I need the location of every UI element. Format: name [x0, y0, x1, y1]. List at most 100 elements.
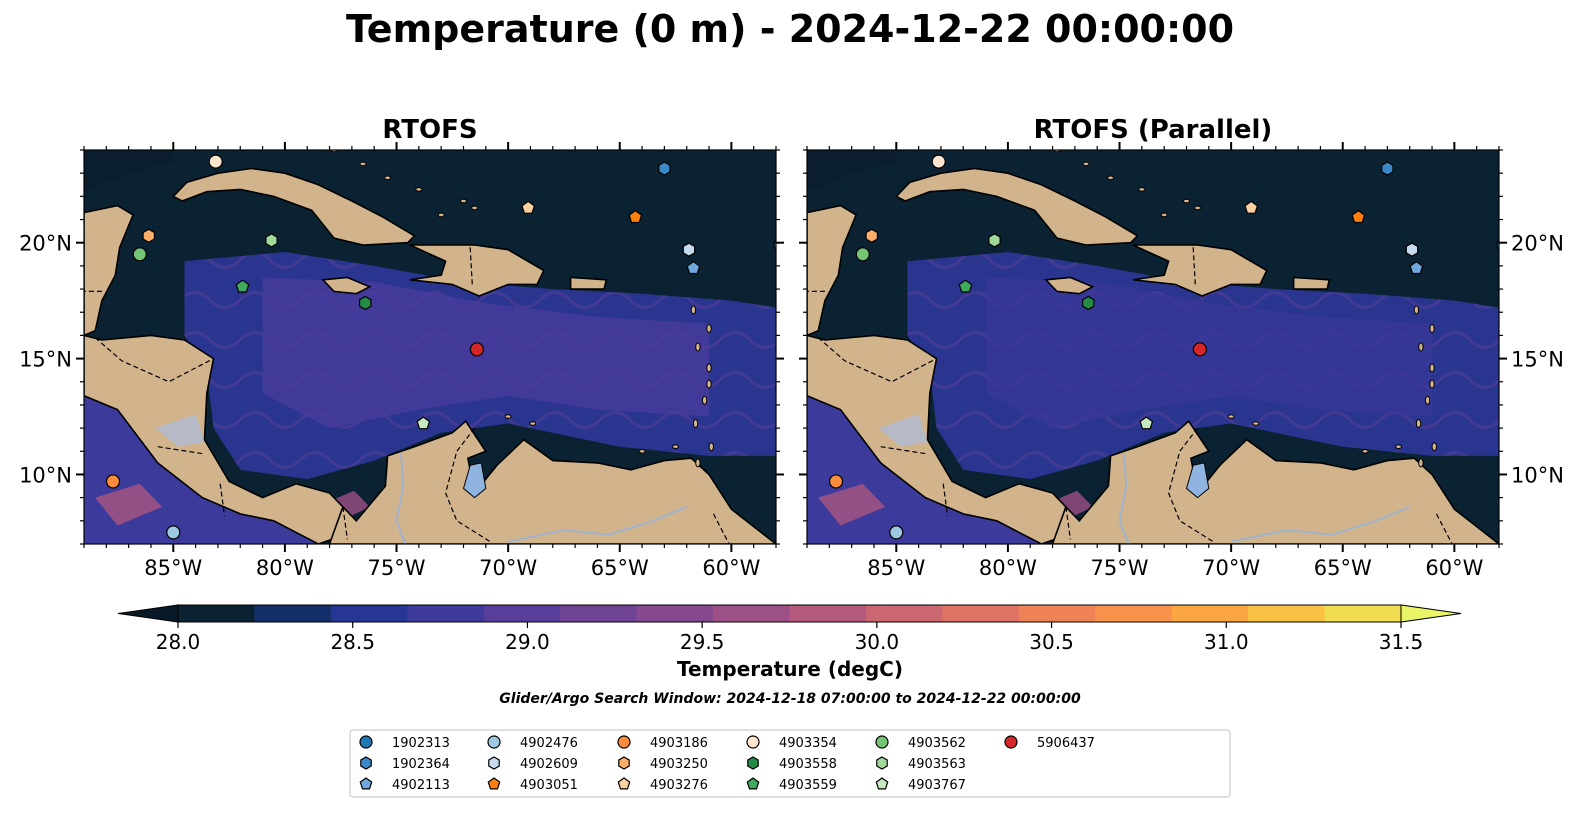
lat-tick-label: 10°N: [1511, 463, 1564, 487]
float-marker-4903562: [855, 247, 870, 262]
colorbar-segment: [1095, 605, 1173, 622]
float-marker-4902609: [1405, 242, 1419, 257]
river-orinoco: [507, 505, 688, 543]
legend-item: 4903276: [617, 777, 708, 793]
axis-ticks: 85°W 80°W 75°W 70°W 65°W 60°W 10°N 15°N 20°N: [19, 142, 784, 580]
axis-ticks: 85°W 80°W 75°W 70°W 65°W 60°W 10°N 15°N 20°N: [799, 142, 1564, 580]
island-small: [1227, 414, 1235, 419]
float-marker-5906437: [1192, 342, 1207, 357]
colorbar-over-arrow: [1400, 604, 1462, 623]
island-small: [437, 212, 445, 218]
island-small: [529, 421, 537, 426]
lat-tick-label: 15°N: [19, 348, 72, 372]
legend-label: 4903186: [650, 736, 708, 751]
gulf-cold-region: [807, 150, 897, 192]
land-central-america: [807, 334, 1067, 544]
island-small: [1252, 421, 1260, 426]
lake-nicaragua: [155, 414, 205, 447]
island-small: [384, 175, 392, 181]
legend-label: 4903558: [779, 757, 837, 772]
map-panel-rtofs-parallel: RTOFS (Parallel) 85°W 80°W 75°W 70°W 65°W 60°W…: [799, 115, 1564, 580]
legend-item: 5906437: [1004, 735, 1095, 751]
float-marker-4902609: [682, 242, 696, 257]
legend-marker-4903276: [617, 777, 631, 790]
land-puerto-rico: [569, 276, 608, 290]
legend-label: 4902609: [520, 757, 578, 772]
legend-marker-4902609: [488, 756, 500, 770]
float-marker-4903051: [628, 209, 643, 224]
float-marker-4903186: [828, 474, 844, 489]
colorbar-tick-label: 28.0: [156, 630, 201, 654]
legend-label: 4902113: [392, 778, 450, 793]
colorbar-segment: [407, 605, 485, 622]
island-small: [471, 205, 479, 211]
float-marker-4903276: [1244, 200, 1259, 214]
legend-marker-4902476: [487, 735, 501, 749]
island-small: [1395, 444, 1402, 450]
legend-item: 4903186: [617, 735, 708, 751]
river-orinoco: [1230, 505, 1411, 543]
legend-label: 4903051: [520, 778, 578, 793]
lon-tick-label: 75°W: [1091, 556, 1149, 580]
float-marker-4903276: [521, 200, 536, 214]
legend-label: 4903562: [908, 736, 966, 751]
country-border: [1435, 513, 1453, 544]
land-mexico-yucatan: [84, 204, 135, 337]
float-marker-4903559: [235, 279, 250, 293]
land-jamaica: [1044, 276, 1095, 295]
lon-tick-label: 75°W: [368, 556, 426, 580]
island-small: [1183, 198, 1190, 204]
legend-label: 4903354: [779, 736, 837, 751]
lon-tick-label: 60°W: [702, 556, 760, 580]
colorbar-frame: [177, 604, 1402, 623]
colorbar-tick-label: 30.0: [855, 630, 900, 654]
colorbar-segment: [636, 605, 714, 622]
warm-core-region: [985, 277, 1432, 429]
country-border: [1192, 247, 1196, 287]
colorbar-segment: [560, 605, 638, 622]
island-lesser-antilles: [1429, 324, 1435, 333]
colorbar-segment: [1248, 605, 1326, 622]
legend-marker-4903558: [747, 756, 759, 770]
colorbar-segment: [254, 605, 332, 622]
island-lesser-antilles: [1418, 342, 1424, 352]
island-lesser-antilles: [701, 395, 708, 405]
colorbar-segment: [865, 605, 943, 622]
legend-label: 4902476: [520, 736, 578, 751]
float-marker-4903186: [105, 474, 121, 489]
river-magdalena: [395, 453, 407, 544]
legend-item: 4903558: [747, 756, 837, 772]
lon-tick-label: 70°W: [479, 556, 537, 580]
colorbar-segment: [330, 605, 408, 622]
legend-marker-5906437: [1004, 735, 1018, 749]
float-marker-4903051: [1351, 209, 1366, 224]
country-border: [942, 483, 949, 517]
island-small: [1160, 212, 1168, 218]
legend-label: 1902364: [392, 757, 450, 772]
colorbar-segment: [178, 605, 255, 622]
legend-marker-4903767: [875, 777, 889, 790]
lon-tick-label: 80°W: [256, 556, 314, 580]
land-puerto-rico: [1292, 276, 1331, 290]
legend-item: 1902364: [360, 756, 450, 772]
colorbar-segment: [1324, 605, 1402, 622]
colorbar-label: Temperature (degC): [677, 657, 903, 681]
island-lesser-antilles: [1429, 363, 1435, 373]
colorbar-tick-label: 31.0: [1204, 630, 1249, 654]
colorbar-tick-label: 28.5: [330, 630, 375, 654]
float-marker-4903563: [988, 233, 1001, 248]
country-border: [1065, 506, 1071, 540]
land-mexico-yucatan: [807, 204, 858, 337]
float-marker-4903354: [208, 154, 223, 169]
lake-maracaibo: [462, 462, 487, 499]
float-marker-4903767: [416, 416, 431, 430]
island-small: [504, 414, 512, 419]
legend-item: 4903559: [746, 777, 837, 793]
lat-tick-label: 20°N: [1511, 232, 1564, 256]
legend-item: 4903562: [875, 735, 966, 751]
island-lesser-antilles: [1424, 395, 1431, 405]
legend-label: 4903276: [650, 778, 708, 793]
island-small: [1082, 161, 1090, 167]
lake-maracaibo: [1185, 462, 1210, 499]
